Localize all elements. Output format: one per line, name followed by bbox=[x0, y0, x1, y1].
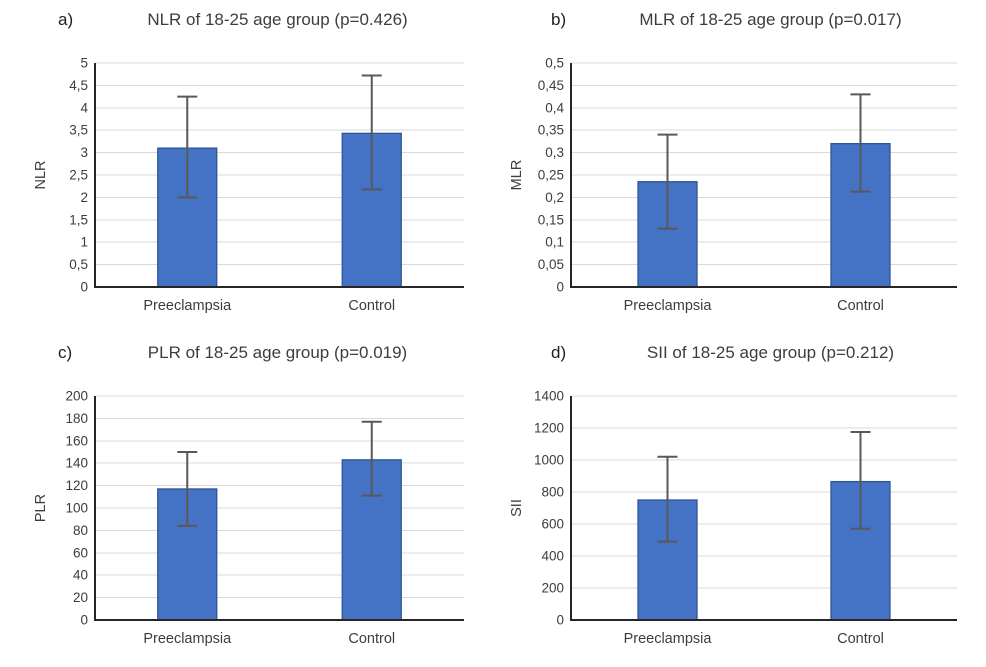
y-tick-label: 1400 bbox=[534, 389, 564, 404]
y-tick-label: 0,2 bbox=[545, 190, 564, 205]
x-category-label: Preeclampsia bbox=[624, 298, 713, 314]
y-tick-label: 20 bbox=[73, 590, 88, 605]
chart-panel-plr: c) PLR of 18-25 age group (p=0.019) 0 20 4… bbox=[0, 333, 493, 667]
y-tick-label: 2 bbox=[80, 190, 88, 205]
x-category-label: Preeclampsia bbox=[143, 631, 232, 647]
y-tick-label: 200 bbox=[65, 389, 88, 404]
panel-header: a) NLR of 18-25 age group (p=0.426) bbox=[0, 0, 493, 40]
panel-letter: b) bbox=[551, 10, 567, 29]
chart-title: PLR of 18-25 age group (p=0.019) bbox=[147, 343, 408, 362]
y-tick-label: 0,25 bbox=[538, 168, 564, 183]
chart-panel-mlr: b) MLR of 18-25 age group (p=0.017) 0 0,0… bbox=[493, 0, 986, 333]
y-tick-label: 0,5 bbox=[545, 56, 564, 71]
y-tick-label: 80 bbox=[73, 523, 88, 538]
y-tick-label: 120 bbox=[65, 478, 88, 493]
y-tick-label: 0,05 bbox=[538, 257, 564, 272]
y-tick-label: 1 bbox=[80, 235, 88, 250]
y-tick-label: 800 bbox=[541, 485, 564, 500]
y-tick-label: 1,5 bbox=[69, 212, 88, 227]
y-tick-label: 0,35 bbox=[538, 123, 564, 138]
y-axis-label: PLR bbox=[33, 494, 49, 522]
x-category-label: Control bbox=[348, 631, 395, 647]
panel-header: b) MLR of 18-25 age group (p=0.017) bbox=[493, 0, 986, 40]
y-axis-label: NLR bbox=[33, 160, 49, 189]
panel-letter: a) bbox=[58, 10, 74, 29]
y-tick-label: 0 bbox=[80, 613, 88, 628]
y-tick-label: 140 bbox=[65, 456, 88, 471]
y-tick-label: 0,45 bbox=[538, 78, 564, 93]
x-category-label: Preeclampsia bbox=[143, 298, 232, 314]
y-tick-label: 1000 bbox=[534, 453, 564, 468]
y-tick-label: 0 bbox=[556, 613, 564, 628]
bar-chart-plr: 0 20 40 60 80 100 120 140 160 180 200 Preeclampsia C… bbox=[33, 389, 464, 647]
x-category-label: Control bbox=[837, 631, 884, 647]
y-tick-label: 2,5 bbox=[69, 168, 88, 183]
panel-letter: c) bbox=[58, 343, 73, 362]
bar-chart-mlr: 0 0,05 0,1 0,15 0,2 0,25 0,3 0,35 0,4 0,45 0,5 Pree… bbox=[509, 56, 957, 314]
bar-chart-sii: 0 200 400 600 800 1000 1200 1400 Preeclampsia Con… bbox=[509, 389, 957, 647]
y-tick-label: 200 bbox=[541, 581, 564, 596]
y-tick-label: 3 bbox=[80, 145, 88, 160]
y-tick-label: 600 bbox=[541, 517, 564, 532]
panel-header: d) SII of 18-25 age group (p=0.212) bbox=[493, 333, 986, 373]
chart-panel-sii: d) SII of 18-25 age group (p=0.212) 0 200… bbox=[493, 333, 986, 667]
y-tick-label: 0,4 bbox=[545, 100, 564, 115]
y-tick-label: 180 bbox=[65, 411, 88, 426]
chart-panel-nlr: a) NLR of 18-25 age group (p=0.426) 0 0,5… bbox=[0, 0, 493, 333]
y-axis-label: SII bbox=[509, 499, 525, 517]
y-tick-label: 0,5 bbox=[69, 257, 88, 272]
x-category-label: Control bbox=[348, 298, 395, 314]
y-tick-label: 0,3 bbox=[545, 145, 564, 160]
y-tick-label: 160 bbox=[65, 433, 88, 448]
y-tick-label: 4 bbox=[80, 100, 88, 115]
y-axis-label: MLR bbox=[509, 160, 525, 191]
y-tick-label: 400 bbox=[541, 549, 564, 564]
y-tick-label: 5 bbox=[80, 56, 88, 71]
x-category-label: Control bbox=[837, 298, 884, 314]
y-tick-label: 4,5 bbox=[69, 78, 88, 93]
y-tick-label: 0 bbox=[556, 280, 564, 295]
x-category-label: Preeclampsia bbox=[624, 631, 713, 647]
y-tick-label: 0,15 bbox=[538, 212, 564, 227]
y-tick-label: 40 bbox=[73, 568, 88, 583]
y-tick-label: 1200 bbox=[534, 421, 564, 436]
bar-chart-nlr: 0 0,5 1 1,5 2 2,5 3 3,5 4 4,5 5 Preeclampsia Control… bbox=[33, 56, 464, 314]
y-tick-label: 100 bbox=[65, 501, 88, 516]
y-tick-label: 0,1 bbox=[545, 235, 564, 250]
chart-title: SII of 18-25 age group (p=0.212) bbox=[646, 343, 895, 362]
y-tick-label: 0 bbox=[80, 280, 88, 295]
chart-title: MLR of 18-25 age group (p=0.017) bbox=[639, 10, 902, 29]
chart-title: NLR of 18-25 age group (p=0.426) bbox=[147, 10, 408, 29]
panel-letter: d) bbox=[551, 343, 567, 362]
y-tick-label: 3,5 bbox=[69, 123, 88, 138]
panel-header: c) PLR of 18-25 age group (p=0.019) bbox=[0, 333, 493, 373]
y-tick-label: 60 bbox=[73, 545, 88, 560]
